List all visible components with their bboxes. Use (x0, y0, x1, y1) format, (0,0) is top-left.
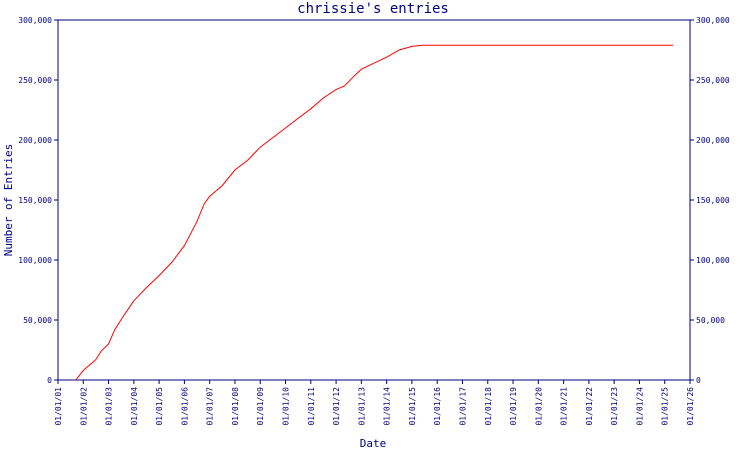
x-tick-label: 01/01/04 (130, 387, 139, 426)
x-axis: 01/01/01 01/01/02 01/01/03 01/01/04 01/01/05… (54, 380, 695, 426)
x-tick-label: 01/01/24 (635, 387, 644, 426)
x-tick-label: 01/01/17 (458, 387, 467, 426)
y-axis-right: 0 50,000 100,000 150,000 200,000 250,000 300,0… (690, 16, 730, 385)
x-tick-label: 01/01/13 (357, 387, 366, 426)
x-tick-label: 01/01/25 (661, 387, 670, 426)
x-tick-label: 01/01/01 (54, 387, 63, 426)
x-tick-label: 01/01/06 (180, 387, 189, 426)
x-tick-label: 01/01/16 (433, 387, 442, 426)
x-tick-label: 01/01/19 (509, 387, 518, 426)
y-tick-label-left: 200,000 (18, 136, 52, 145)
x-tick-label: 01/01/26 (686, 387, 695, 426)
y-axis-label: Number of Entries (2, 144, 15, 257)
y-axis-left: 0 50,000 100,000 150,000 200,000 250,000 300,0… (18, 16, 58, 385)
x-tick-label: 01/01/18 (484, 387, 493, 426)
x-tick-label: 01/01/22 (585, 387, 594, 426)
x-tick-label: 01/01/05 (155, 387, 164, 426)
y-tick-label-right: 50,000 (696, 316, 725, 325)
chart-title: chrissie's entries (297, 1, 449, 17)
x-tick-label: 01/01/09 (256, 387, 265, 426)
x-tick-label: 01/01/07 (206, 387, 215, 426)
x-tick-label: 01/01/08 (231, 387, 240, 426)
y-tick-label-right: 150,000 (696, 196, 730, 205)
y-tick-label-left: 50,000 (23, 316, 52, 325)
y-tick-label-right: 0 (696, 376, 701, 385)
y-tick-label-left: 300,000 (18, 16, 52, 25)
y-tick-label-right: 250,000 (696, 76, 730, 85)
x-tick-label: 01/01/12 (332, 387, 341, 426)
x-tick-label: 01/01/14 (383, 387, 392, 426)
y-tick-label-left: 150,000 (18, 196, 52, 205)
x-axis-label: Date (360, 437, 387, 450)
x-tick-label: 01/01/11 (307, 387, 316, 426)
y-tick-label-left: 250,000 (18, 76, 52, 85)
x-tick-label: 01/01/23 (610, 387, 619, 426)
y-tick-label-left: 100,000 (18, 256, 52, 265)
plot-frame (57, 19, 691, 381)
x-tick-label: 01/01/02 (79, 387, 88, 426)
x-tick-label: 01/01/03 (105, 387, 114, 426)
y-tick-label-right: 100,000 (696, 256, 730, 265)
x-tick-label: 01/01/10 (282, 387, 291, 426)
x-tick-label: 01/01/15 (408, 387, 417, 426)
x-tick-label: 01/01/21 (560, 387, 569, 426)
x-tick-label: 01/01/20 (534, 387, 543, 426)
y-tick-label-left: 0 (47, 376, 52, 385)
y-tick-label-right: 200,000 (696, 136, 730, 145)
y-tick-label-right: 300,000 (696, 16, 730, 25)
series-line (75, 44, 673, 381)
